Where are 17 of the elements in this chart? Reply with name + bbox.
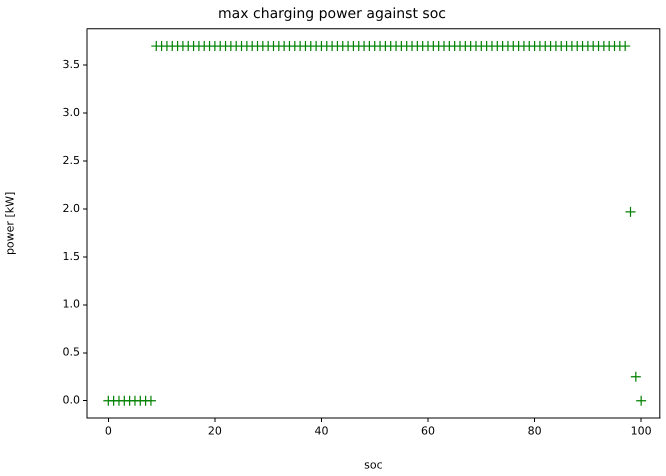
- x-axis-title: soc: [364, 458, 383, 472]
- y-tick-label: 1.5: [62, 250, 80, 263]
- y-tick-label: 0.0: [62, 394, 80, 407]
- x-tick-label: 40: [314, 424, 328, 438]
- x-tick-label: 80: [528, 424, 542, 438]
- y-tick-label: 2.5: [62, 154, 80, 167]
- x-tick-label: 20: [208, 424, 222, 438]
- y-tick-label: 0.5: [62, 346, 80, 359]
- chart-title: max charging power against soc: [218, 6, 446, 22]
- y-tick-label: 2.0: [62, 202, 80, 215]
- x-tick-label: 60: [421, 424, 436, 438]
- x-tick-label: 100: [630, 424, 652, 438]
- y-tick-label: 3.5: [62, 58, 80, 72]
- y-axis-title: power [kW]: [3, 192, 16, 256]
- y-tick-label: 3.0: [62, 106, 80, 120]
- x-tick-label: 0: [104, 424, 112, 438]
- y-tick-label: 1.0: [62, 298, 80, 311]
